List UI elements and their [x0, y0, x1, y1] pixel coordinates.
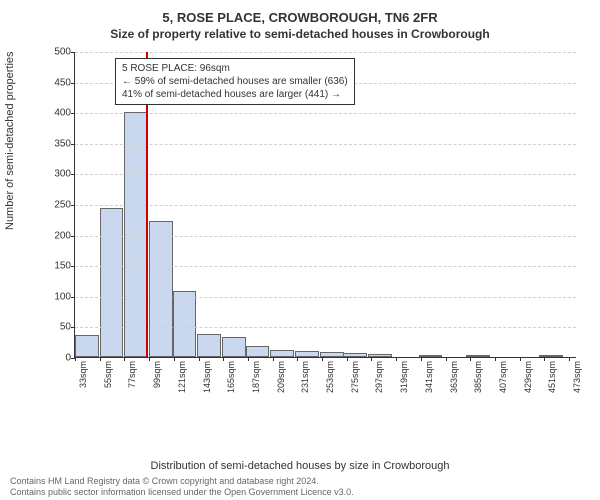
x-tick-mark [347, 357, 348, 361]
info-box-line2: ← 59% of semi-detached houses are smalle… [122, 75, 348, 88]
gridline [75, 174, 576, 175]
x-tick-label: 99sqm [152, 361, 162, 388]
x-tick-mark [446, 357, 447, 361]
gridline [75, 297, 576, 298]
x-tick-label: 429sqm [523, 361, 533, 393]
x-tick-label: 143sqm [202, 361, 212, 393]
y-tick-label: 200 [54, 230, 75, 241]
footer-line2: Contains public sector information licen… [10, 487, 354, 498]
y-tick-label: 400 [54, 108, 75, 119]
x-tick-label: 385sqm [473, 361, 483, 393]
x-tick-label: 319sqm [399, 361, 409, 393]
histogram-bar [75, 335, 99, 357]
x-tick-mark [174, 357, 175, 361]
x-tick-label: 209sqm [276, 361, 286, 393]
x-tick-mark [149, 357, 150, 361]
gridline [75, 52, 576, 53]
x-tick-mark [396, 357, 397, 361]
x-tick-label: 231sqm [300, 361, 310, 393]
histogram-bar [173, 291, 197, 357]
y-tick-label: 350 [54, 138, 75, 149]
x-tick-label: 275sqm [350, 361, 360, 393]
x-tick-label: 341sqm [424, 361, 434, 393]
y-tick-label: 150 [54, 261, 75, 272]
gridline [75, 266, 576, 267]
x-tick-mark [297, 357, 298, 361]
x-tick-label: 407sqm [498, 361, 508, 393]
x-axis-label: Distribution of semi-detached houses by … [0, 460, 600, 472]
x-tick-mark [371, 357, 372, 361]
x-tick-mark [199, 357, 200, 361]
x-tick-mark [569, 357, 570, 361]
histogram-bar [222, 337, 246, 357]
histogram-bar [100, 208, 124, 357]
x-tick-label: 473sqm [572, 361, 582, 393]
x-tick-label: 187sqm [251, 361, 261, 393]
x-tick-mark [75, 357, 76, 361]
y-tick-label: 300 [54, 169, 75, 180]
x-tick-label: 77sqm [127, 361, 137, 388]
chart-container: 5, ROSE PLACE, CROWBOROUGH, TN6 2FR Size… [0, 0, 600, 500]
chart-area: 05010015020025030035040045050033sqm55sqm… [48, 52, 582, 412]
histogram-bar [419, 355, 443, 357]
histogram-bar [197, 334, 221, 357]
histogram-bar [149, 221, 173, 357]
title-block: 5, ROSE PLACE, CROWBOROUGH, TN6 2FR Size… [0, 0, 600, 41]
x-tick-label: 165sqm [226, 361, 236, 393]
y-axis-label: Number of semi-detached properties [4, 51, 16, 230]
x-tick-mark [470, 357, 471, 361]
y-tick-label: 500 [54, 47, 75, 58]
x-tick-mark [421, 357, 422, 361]
y-tick-label: 100 [54, 291, 75, 302]
x-tick-mark [100, 357, 101, 361]
x-tick-label: 297sqm [374, 361, 384, 393]
histogram-bar [124, 112, 148, 357]
title-line2: Size of property relative to semi-detach… [0, 27, 600, 41]
y-tick-label: 0 [65, 353, 75, 364]
plot-area: 05010015020025030035040045050033sqm55sqm… [74, 52, 576, 358]
x-tick-label: 121sqm [177, 361, 187, 393]
gridline [75, 236, 576, 237]
gridline [75, 205, 576, 206]
x-tick-mark [124, 357, 125, 361]
y-tick-label: 50 [60, 322, 75, 333]
x-tick-label: 33sqm [78, 361, 88, 388]
histogram-bar [246, 346, 270, 357]
y-tick-label: 250 [54, 200, 75, 211]
histogram-bar [270, 350, 294, 357]
gridline [75, 327, 576, 328]
histogram-bar [539, 355, 563, 357]
x-tick-mark [322, 357, 323, 361]
y-tick-label: 450 [54, 77, 75, 88]
x-tick-label: 451sqm [547, 361, 557, 393]
info-box-line3: 41% of semi-detached houses are larger (… [122, 88, 348, 101]
histogram-bar [320, 352, 344, 357]
x-tick-label: 55sqm [103, 361, 113, 388]
gridline [75, 144, 576, 145]
info-box-line1: 5 ROSE PLACE: 96sqm [122, 62, 348, 75]
info-box: 5 ROSE PLACE: 96sqm← 59% of semi-detache… [115, 58, 355, 105]
x-tick-label: 363sqm [449, 361, 459, 393]
footer-line1: Contains HM Land Registry data © Crown c… [10, 476, 354, 487]
histogram-bar [295, 351, 319, 357]
gridline [75, 113, 576, 114]
x-tick-mark [248, 357, 249, 361]
x-tick-label: 253sqm [325, 361, 335, 393]
x-tick-mark [520, 357, 521, 361]
title-line1: 5, ROSE PLACE, CROWBOROUGH, TN6 2FR [0, 10, 600, 25]
x-tick-mark [273, 357, 274, 361]
x-tick-mark [544, 357, 545, 361]
x-tick-mark [495, 357, 496, 361]
footer: Contains HM Land Registry data © Crown c… [10, 476, 354, 498]
x-tick-mark [223, 357, 224, 361]
